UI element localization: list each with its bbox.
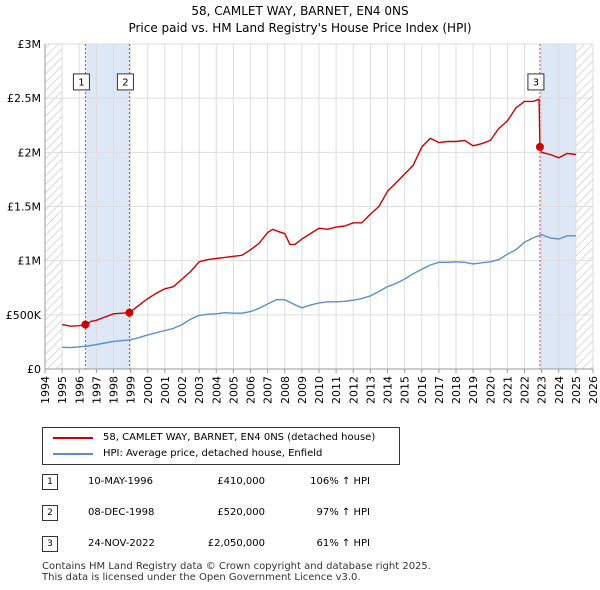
transaction-price: £2,050,000: [207, 538, 265, 549]
transaction-number: 1: [42, 474, 58, 490]
transaction-label: 1: [78, 77, 84, 88]
transaction-label-box: [72, 73, 90, 91]
y-tick-label: £2M: [18, 146, 42, 159]
x-tick-label: 1996: [73, 376, 86, 404]
x-tick-label: 2007: [262, 376, 275, 404]
legend-swatch-hpi: [53, 453, 93, 455]
x-tick-label: 2016: [416, 376, 429, 404]
y-tick-label: £3M: [18, 38, 42, 51]
x-tick-label: 2006: [245, 376, 258, 404]
transaction-price: £410,000: [217, 476, 265, 487]
transaction-row: 2 08-DEC-1998 £520,000 97% ↑ HPI: [0, 505, 600, 521]
x-tick-label: 2003: [193, 376, 206, 404]
x-tick-label: 2012: [347, 376, 360, 404]
x-tick-label: 1994: [39, 376, 52, 404]
x-tick-label: 2022: [519, 376, 532, 404]
x-tick-label: 2013: [364, 376, 377, 404]
transaction-price: £520,000: [217, 507, 265, 518]
footer-copyright: Contains HM Land Registry data © Crown c…: [42, 561, 431, 572]
transaction-hpi-diff: 106% ↑ HPI: [310, 476, 370, 487]
x-tick-label: 2000: [142, 376, 155, 404]
transaction-hpi-diff: 61% ↑ HPI: [316, 538, 370, 549]
chart: 1 2 3 £0 £500K £1M £1.5M £2M £2.5M £3M 1994 1995 199…: [6, 38, 600, 404]
hpi-line: [62, 233, 576, 349]
legend-label-property: 58, CAMLET WAY, BARNET, EN4 0NS (detache…: [103, 432, 376, 443]
x-tick-label: 2002: [176, 376, 189, 404]
legend-swatch-property: [53, 437, 93, 439]
x-tick-label: 2009: [296, 376, 309, 404]
chart-title: 58, CAMLET WAY, BARNET, EN4 0NS: [191, 4, 409, 18]
x-tick-label: 2018: [450, 376, 463, 404]
transaction-point: [125, 308, 134, 317]
x-tick-label: 1995: [56, 376, 69, 404]
transaction-date: 08-DEC-1998: [88, 507, 155, 518]
x-tick-label: 1997: [90, 376, 103, 404]
transaction-label-box: [527, 73, 545, 91]
y-tick-label: £1.5M: [7, 201, 41, 214]
y-tick-label: £1M: [18, 255, 42, 268]
x-tick-label: 2014: [382, 376, 395, 404]
x-tick-label: 1999: [125, 376, 138, 404]
x-tick-label: 2020: [484, 376, 497, 404]
chart-subtitle: Price paid vs. HM Land Registry's House …: [128, 21, 472, 35]
transaction-point: [535, 142, 544, 151]
transaction-point: [81, 320, 90, 329]
transaction-date: 24-NOV-2022: [88, 538, 155, 549]
x-tick-label: 2026: [587, 376, 600, 404]
x-tick-label: 2001: [159, 376, 172, 404]
transaction-row: 3 24-NOV-2022 £2,050,000 61% ↑ HPI: [0, 536, 600, 552]
transaction-label: 2: [122, 77, 128, 88]
transaction-label-box: [116, 73, 134, 91]
y-tick-label: £500K: [6, 309, 42, 322]
x-tick-label: 2023: [536, 376, 549, 404]
x-tick-label: 2010: [313, 376, 326, 404]
x-tick-label: 2025: [570, 376, 583, 404]
x-tick-label: 2011: [330, 376, 343, 404]
y-tick-label: £0: [27, 363, 41, 376]
x-tick-label: 2021: [501, 376, 514, 404]
x-tick-label: 2019: [467, 376, 480, 404]
x-tick-label: 2024: [553, 376, 566, 404]
x-tick-label: 1998: [108, 376, 121, 404]
transaction-label: 3: [533, 77, 539, 88]
footer-licence: This data is licensed under the Open Gov…: [42, 572, 361, 583]
transaction-number: 3: [42, 536, 58, 552]
property-price-line: [61, 98, 576, 327]
y-tick-label: £2.5M: [7, 92, 41, 105]
x-tick-label: 2004: [210, 376, 223, 404]
x-tick-label: 2017: [433, 376, 446, 404]
legend-label-hpi: HPI: Average price, detached house, Enfi…: [103, 448, 323, 459]
transaction-number: 2: [42, 505, 58, 521]
x-tick-label: 2008: [279, 376, 292, 404]
transaction-date: 10-MAY-1996: [88, 476, 154, 487]
x-tick-label: 2005: [227, 376, 240, 404]
x-tick-label: 2015: [399, 376, 412, 404]
transaction-hpi-diff: 97% ↑ HPI: [316, 507, 370, 518]
transaction-row: 1 10-MAY-1996 £410,000 106% ↑ HPI: [0, 474, 600, 490]
legend: 58, CAMLET WAY, BARNET, EN4 0NS (detache…: [42, 427, 400, 465]
